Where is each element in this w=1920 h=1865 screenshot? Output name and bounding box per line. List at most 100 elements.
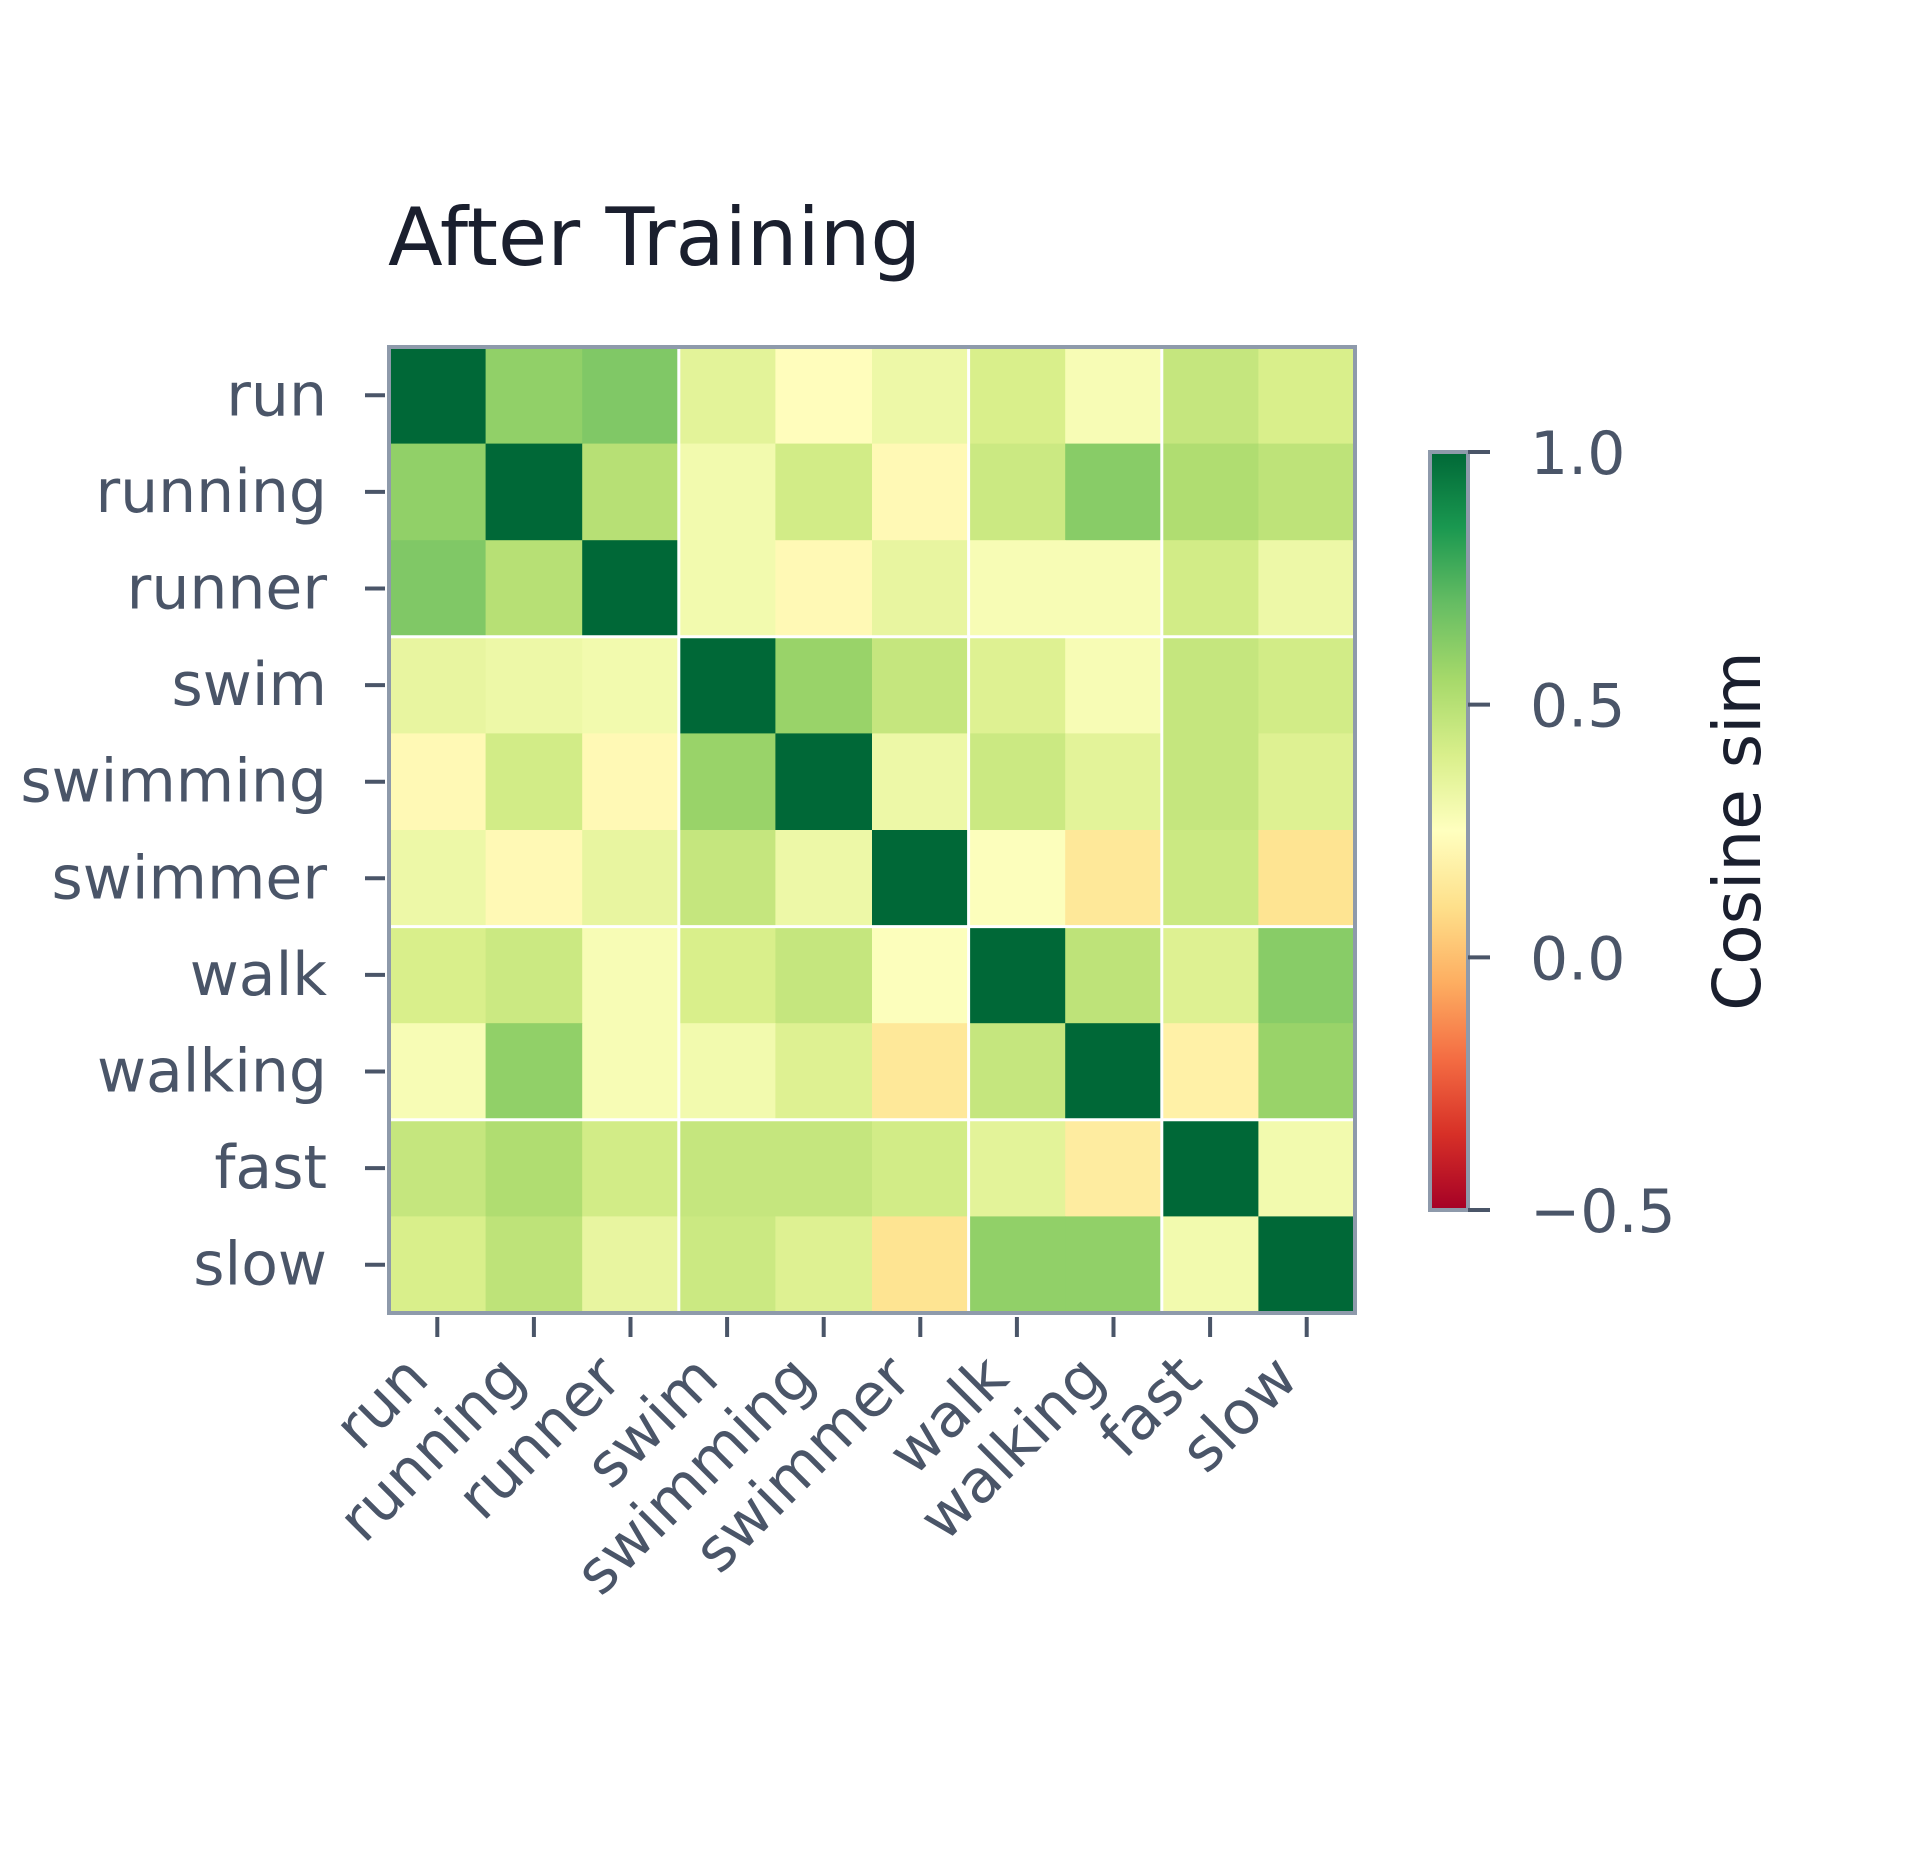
heatmap-cell-swimming-swimmer	[872, 733, 970, 831]
heatmap-cell-running-fast	[1161, 443, 1259, 541]
heatmap-cell-walking-swim	[678, 1023, 776, 1121]
x-tick-label: slow	[1167, 1342, 1311, 1486]
colorbar-tick-label: 1.0	[1530, 419, 1625, 489]
heatmap-cell-run-swimming	[775, 347, 873, 445]
heatmap-cell-slow-runner	[582, 1216, 680, 1314]
heatmap-cell-fast-run	[389, 1119, 487, 1217]
heatmap-cell-walking-runner	[582, 1023, 680, 1121]
heatmap-cell-fast-walking	[1065, 1119, 1163, 1217]
heatmap-cell-walk-walking	[1065, 926, 1163, 1024]
heatmap-cell-swimmer-swim	[678, 830, 776, 928]
heatmap-cell-walking-swimmer	[872, 1023, 970, 1121]
heatmap-cell-walk-slow	[1258, 926, 1356, 1024]
colorbar-gradient	[1428, 450, 1470, 1212]
heatmap-cell-swimmer-walk	[968, 830, 1066, 928]
heatmap-cell-slow-fast	[1161, 1216, 1259, 1314]
heatmap-cell-swimmer-swimming	[775, 830, 873, 928]
heatmap-cell-swimmer-runner	[582, 830, 680, 928]
y-tick-label: walking	[97, 1037, 327, 1107]
heatmap-cell-swimmer-swimmer	[872, 830, 970, 928]
heatmap-cell-swim-running	[485, 636, 583, 734]
heatmap-cell-run-fast	[1161, 347, 1259, 445]
heatmap-cell-running-walking	[1065, 443, 1163, 541]
heatmap-cell-swimming-swimming	[775, 733, 873, 831]
heatmap-cell-runner-walking	[1065, 540, 1163, 638]
heatmap-cell-walk-swimming	[775, 926, 873, 1024]
heatmap-cell-swimmer-slow	[1258, 830, 1356, 928]
colorbar-title: Cosine sim	[1699, 651, 1776, 1011]
heatmap-cell-fast-swim	[678, 1119, 776, 1217]
heatmap-cell-run-runner	[582, 347, 680, 445]
heatmap-cell-swim-swim	[678, 636, 776, 734]
heatmap-cell-swimming-run	[389, 733, 487, 831]
heatmap-cell-runner-swim	[678, 540, 776, 638]
heatmap-cell-running-running	[485, 443, 583, 541]
heatmap-cell-walk-fast	[1161, 926, 1259, 1024]
heatmap-cell-fast-runner	[582, 1119, 680, 1217]
colorbar-tick-label: 0.5	[1530, 672, 1625, 742]
heatmap-cell-swim-run	[389, 636, 487, 734]
heatmap-cell-swim-fast	[1161, 636, 1259, 734]
heatmap-cell-swimmer-walking	[1065, 830, 1163, 928]
heatmap-cell-swimming-walk	[968, 733, 1066, 831]
heatmap-cell-walk-swimmer	[872, 926, 970, 1024]
heatmap-cell-swimming-running	[485, 733, 583, 831]
heatmap-cell-running-run	[389, 443, 487, 541]
heatmap-cell-walking-run	[389, 1023, 487, 1121]
heatmap-cell-swimming-swim	[678, 733, 776, 831]
heatmap-cell-slow-slow	[1258, 1216, 1356, 1314]
heatmap-cell-runner-swimming	[775, 540, 873, 638]
heatmap-cell-slow-running	[485, 1216, 583, 1314]
heatmap-cell-run-swimmer	[872, 347, 970, 445]
heatmap-cell-slow-swimmer	[872, 1216, 970, 1314]
heatmap-cell-swimmer-fast	[1161, 830, 1259, 928]
y-tick-label: run	[226, 360, 327, 430]
heatmap-cell-walking-walking	[1065, 1023, 1163, 1121]
heatmap-cell-running-slow	[1258, 443, 1356, 541]
heatmap-cell-swimmer-run	[389, 830, 487, 928]
heatmap-cell-fast-swimmer	[872, 1119, 970, 1217]
heatmap-cell-swimmer-running	[485, 830, 583, 928]
heatmap-cell-slow-swim	[678, 1216, 776, 1314]
heatmap-cell-slow-walking	[1065, 1216, 1163, 1314]
heatmap-cell-walk-running	[485, 926, 583, 1024]
y-tick-label: swimmer	[52, 843, 328, 913]
heatmap-cell-fast-slow	[1258, 1119, 1356, 1217]
heatmap-cell-runner-runner	[582, 540, 680, 638]
colorbar-ticks: 1.0 0.5 0.0 −0.5	[1468, 419, 1676, 1247]
heatmap-cell-running-runner	[582, 443, 680, 541]
heatmap-cells	[389, 347, 1356, 1314]
heatmap-cell-walk-run	[389, 926, 487, 1024]
y-tick-label: slow	[193, 1230, 327, 1300]
heatmap-cell-swim-walk	[968, 636, 1066, 734]
heatmap-cell-run-running	[485, 347, 583, 445]
heatmap-cell-runner-slow	[1258, 540, 1356, 638]
heatmap-cell-running-swimming	[775, 443, 873, 541]
heatmap-cell-runner-run	[389, 540, 487, 638]
heatmap-cell-runner-running	[485, 540, 583, 638]
heatmap-cell-run-run	[389, 347, 487, 445]
heatmap-cell-running-walk	[968, 443, 1066, 541]
heatmap-cell-walk-walk	[968, 926, 1066, 1024]
heatmap-cell-swim-swimmer	[872, 636, 970, 734]
heatmap-cell-walking-walk	[968, 1023, 1066, 1121]
colorbar: 1.0 0.5 0.0 −0.5 Cosine sim	[1428, 419, 1776, 1247]
y-axis: run running runner swim swimming swimmer walk w…	[20, 360, 385, 1300]
colorbar-tick-label: −0.5	[1530, 1177, 1676, 1247]
heatmap-cell-running-swimmer	[872, 443, 970, 541]
heatmap-cell-run-slow	[1258, 347, 1356, 445]
heatmap-cell-swim-swimming	[775, 636, 873, 734]
heatmap-cell-walk-runner	[582, 926, 680, 1024]
heatmap-cell-fast-fast	[1161, 1119, 1259, 1217]
heatmap-cell-swimming-runner	[582, 733, 680, 831]
y-tick-label: runner	[127, 554, 328, 624]
y-tick-label: swim	[172, 650, 327, 720]
group-separators	[389, 347, 1355, 1313]
heatmap-cell-runner-fast	[1161, 540, 1259, 638]
chart-title: After Training	[388, 191, 921, 284]
heatmap-cell-slow-walk	[968, 1216, 1066, 1314]
y-tick-label: walk	[190, 940, 328, 1010]
x-axis: runrunningrunnerswimswimmingswimmerwalkw…	[321, 1317, 1311, 1608]
heatmap-cell-swim-runner	[582, 636, 680, 734]
